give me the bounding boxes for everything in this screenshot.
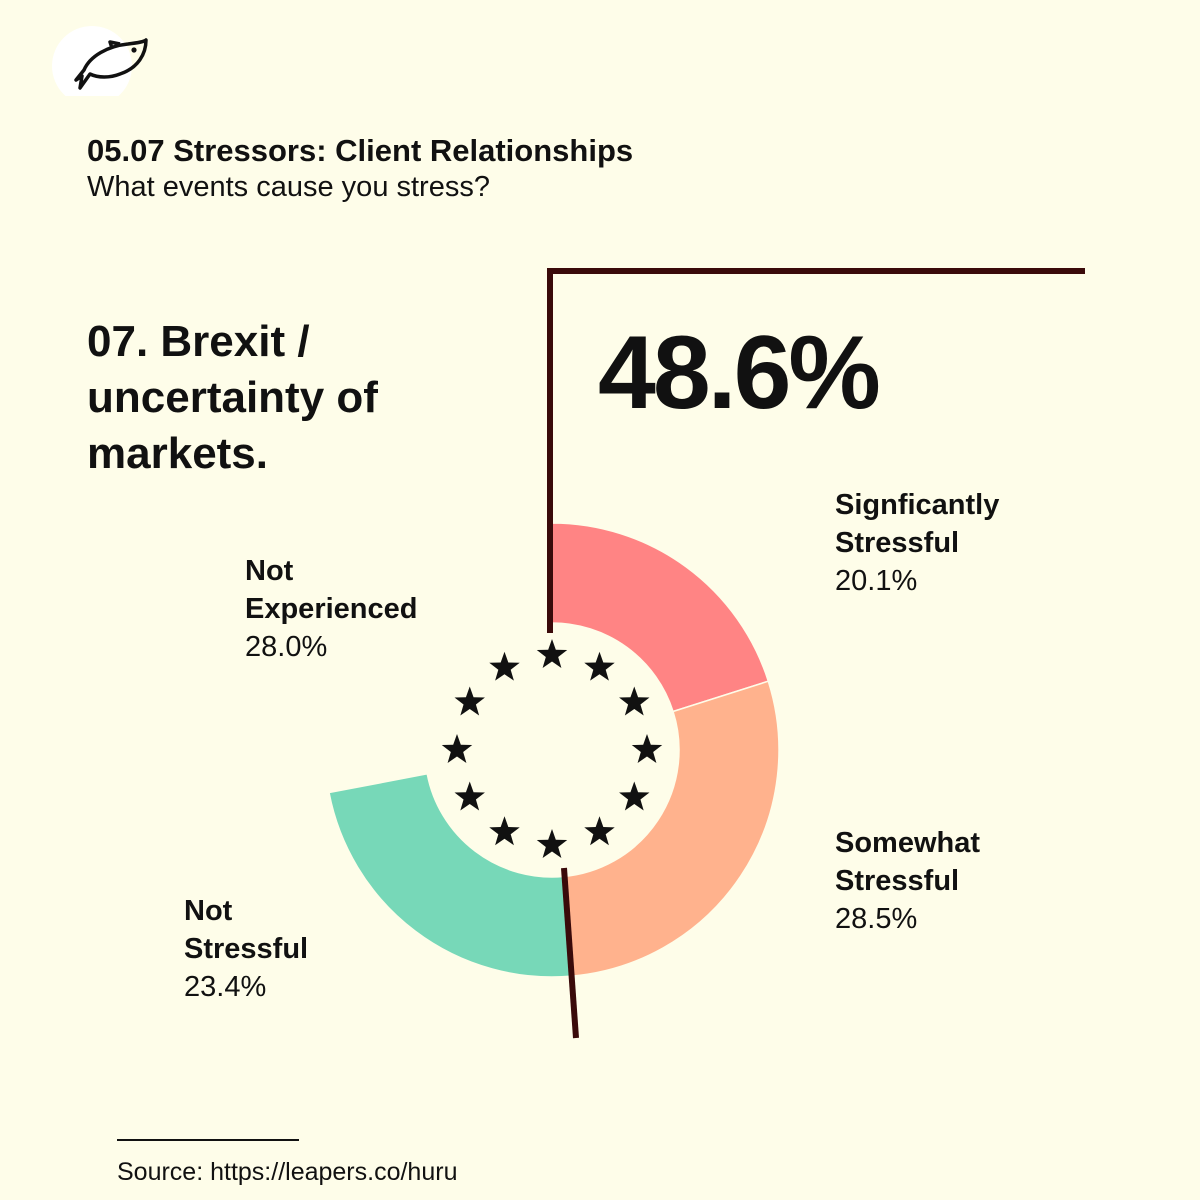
star-icon — [584, 651, 615, 681]
highlight-bracket — [547, 268, 1085, 633]
star-icon — [454, 686, 485, 716]
source-divider — [117, 1139, 299, 1141]
slice-divider-line — [561, 867, 579, 1039]
headline-percentage: 48.6% — [598, 315, 881, 431]
star-icon — [489, 816, 520, 846]
question-title: 07. Brexit / uncertainty of markets. — [87, 314, 447, 482]
slice-label-significantly-stressful: Signficantly Stressful 20.1% — [835, 486, 999, 600]
question-line-3: markets. — [87, 429, 269, 478]
question-line-2: uncertainty of — [87, 373, 378, 422]
star-icon — [536, 829, 568, 858]
chart-subtitle: What events cause you stress? — [87, 171, 490, 203]
star-icon — [489, 651, 520, 681]
star-icon — [631, 734, 663, 763]
slice-label-somewhat-stressful: Somewhat Stressful 28.5% — [835, 824, 980, 938]
slice-label-not-experienced: Not Experienced 28.0% — [245, 552, 417, 666]
slice-value: 20.1% — [835, 565, 918, 597]
fish-icon — [52, 26, 148, 96]
star-icon — [536, 639, 568, 668]
slice-somewhat-stressful — [562, 680, 780, 977]
slice-value: 28.5% — [835, 903, 918, 935]
slice-label-not-stressful: Not Stressful 23.4% — [184, 892, 308, 1006]
slice-value: 23.4% — [184, 971, 267, 1003]
eu-stars-ring — [441, 639, 663, 858]
slice-significantly-stressful — [551, 522, 770, 713]
slice-not-stressful — [328, 772, 573, 978]
slice-value: 28.0% — [245, 631, 328, 663]
chart-header: 05.07 Stressors: Client Relationships Wh… — [87, 133, 633, 205]
source-text: Source: https://leapers.co/huru — [117, 1158, 458, 1186]
star-icon — [584, 816, 615, 846]
star-icon — [619, 781, 650, 811]
star-icon — [454, 781, 485, 811]
chart-title: 05.07 Stressors: Client Relationships — [87, 133, 634, 168]
question-line-1: 07. Brexit / — [87, 317, 310, 366]
star-icon — [441, 734, 473, 763]
star-icon — [619, 686, 650, 716]
